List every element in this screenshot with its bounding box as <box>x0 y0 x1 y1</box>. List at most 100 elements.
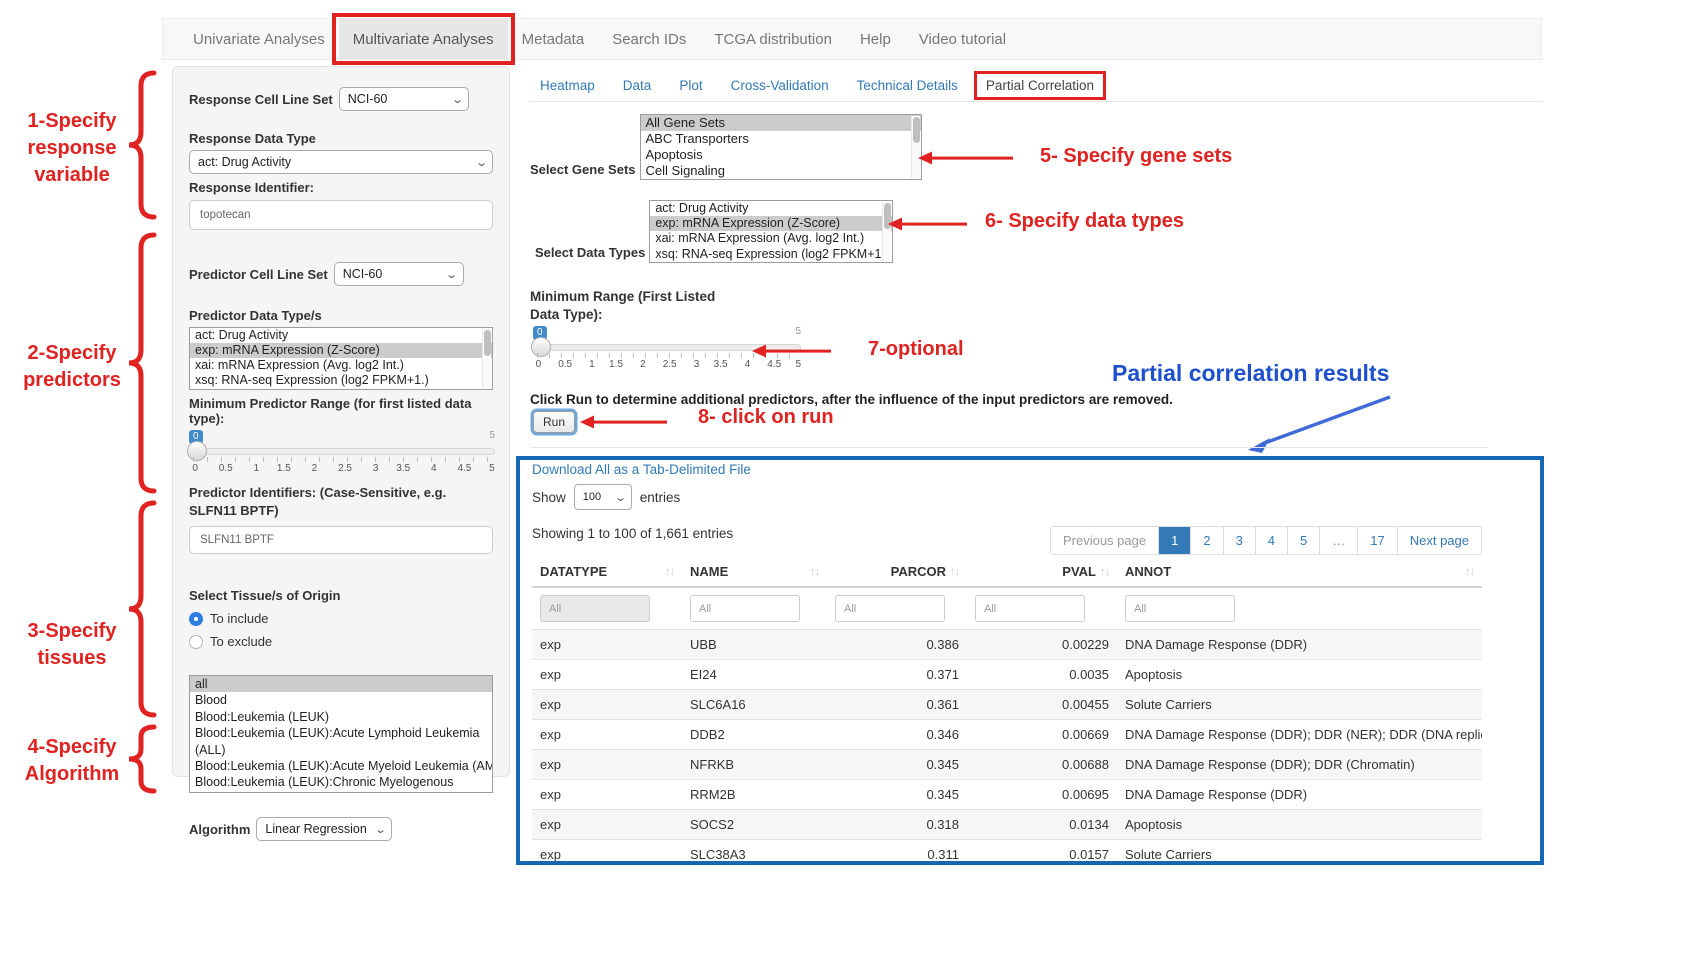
cell-name: SLC6A16 <box>682 689 827 720</box>
cell-parcor: 0.345 <box>827 749 967 780</box>
column-header-datatype[interactable]: DATATYPE ↑↓ <box>532 557 682 588</box>
listbox-option[interactable]: act: Drug Activity <box>195 328 289 342</box>
listbox-option[interactable]: Apoptosis <box>645 147 703 162</box>
response-identifier-input[interactable] <box>189 200 493 230</box>
response-cell-line-label: Response Cell Line Set <box>189 91 333 107</box>
listbox-option[interactable]: xsq: RNA-seq Expression (log2 FPKM+1.) <box>195 373 429 387</box>
filter-parcor-input[interactable] <box>835 595 945 622</box>
listbox-option[interactable]: xai: mRNA Expression (Avg. log2 Int.) <box>655 231 865 246</box>
download-tab-delimited-link[interactable]: Download All as a Tab-Delimited File <box>532 462 751 477</box>
tissue-include-radio[interactable]: To include <box>189 611 493 626</box>
tab-technical-details[interactable]: Technical Details <box>856 78 958 93</box>
show-entries-select[interactable]: 100 ⌄ <box>573 484 632 510</box>
min-range-slider: 0 5 0 0.5 1 1.5 2 2.5 3 3.5 4 4.5 5 <box>531 326 801 372</box>
listbox-option[interactable]: xai: mRNA Expression (Avg. log2 Int.) <box>195 358 404 372</box>
algorithm-value: Linear Regression <box>265 822 367 836</box>
listbox-option[interactable]: Blood:Leukemia (LEUK):Acute Lymphoid Leu… <box>195 726 480 757</box>
cell-annot: DNA Damage Response (DDR); DDR (NER); DD… <box>1117 719 1482 750</box>
data-types-listbox: act: Drug Activity exp: mRNA Expression … <box>649 200 894 263</box>
filter-annot-input[interactable] <box>1125 595 1235 622</box>
sort-icon: ↑↓ <box>1100 565 1110 578</box>
listbox-option-selected[interactable]: All Gene Sets <box>640 115 921 131</box>
column-header-pval[interactable]: PVAL ↑↓ <box>967 557 1117 588</box>
nav-search-ids[interactable]: Search IDs <box>612 30 687 48</box>
page-button-5[interactable]: 5 <box>1287 527 1319 554</box>
predictor-cell-line-select[interactable]: NCI-60 ⌄ <box>333 262 464 286</box>
listbox-scrollbar[interactable] <box>482 329 491 388</box>
listbox-option[interactable]: Blood <box>195 693 227 708</box>
page-button-2[interactable]: 2 <box>1190 527 1222 554</box>
page-button-4[interactable]: 4 <box>1254 527 1287 554</box>
listbox-scrollbar[interactable] <box>882 202 892 261</box>
previous-page-button[interactable]: Previous page <box>1062 533 1147 548</box>
cell-name: SLC38A3 <box>682 839 827 869</box>
annotation-step7: 7-optional <box>868 338 964 360</box>
sort-icon: ↑↓ <box>810 565 820 578</box>
sort-icon: ↑↓ <box>665 565 675 578</box>
cell-annot: DNA Damage Response (DDR) <box>1117 779 1482 810</box>
column-header-parcor[interactable]: PARCOR ↑↓ <box>827 557 967 588</box>
listbox-option-selected[interactable]: exp: mRNA Expression (Z-Score) <box>650 216 893 232</box>
section-divider <box>530 447 1488 448</box>
predictor-identifiers-input[interactable] <box>189 526 493 554</box>
listbox-option[interactable]: Cell Signaling <box>645 163 726 178</box>
listbox-option[interactable]: Blood:Leukemia (LEUK):Acute Myeloid Leuk… <box>195 759 493 774</box>
slider-max-label: 5 <box>489 430 495 441</box>
min-predictor-range-label: Minimum Predictor Range (for first liste… <box>189 396 472 426</box>
tab-heatmap[interactable]: Heatmap <box>540 78 595 93</box>
tab-partial-correlation[interactable]: Partial Correlation <box>973 71 1106 100</box>
cell-datatype: exp <box>532 719 682 750</box>
tab-data[interactable]: Data <box>622 78 652 93</box>
table-row: exp SLC6A16 0.361 0.00455 Solute Carrier… <box>532 689 1482 720</box>
column-header-annot[interactable]: ANNOT ↑↓ <box>1117 557 1482 588</box>
nav-help[interactable]: Help <box>859 30 891 48</box>
cell-pval: 0.00695 <box>967 779 1117 810</box>
response-data-type-select[interactable]: act: Drug Activity ⌄ <box>189 150 493 174</box>
algorithm-select[interactable]: Linear Regression ⌄ <box>256 817 393 841</box>
listbox-option-selected[interactable]: exp: mRNA Expression (Z-Score) <box>190 343 492 358</box>
tissue-exclude-radio[interactable]: To exclude <box>189 634 493 649</box>
table-row: exp NFRKB 0.345 0.00688 DNA Damage Respo… <box>532 749 1482 780</box>
listbox-option[interactable]: ABC Transporters <box>645 131 749 146</box>
nav-metadata[interactable]: Metadata <box>521 30 585 48</box>
page-button-17[interactable]: 17 <box>1357 527 1396 554</box>
radio-selected-icon <box>189 611 203 626</box>
filter-datatype-input[interactable] <box>540 595 650 622</box>
cell-datatype: exp <box>532 689 682 720</box>
nav-multivariate-analyses[interactable]: Multivariate Analyses <box>331 13 515 65</box>
results-panel: Download All as a Tab-Delimited File Sho… <box>532 462 1482 869</box>
chevron-down-icon: ⌄ <box>374 823 388 836</box>
page-button-3[interactable]: 3 <box>1222 527 1255 554</box>
nav-tcga-distribution[interactable]: TCGA distribution <box>714 30 832 48</box>
filter-name-input[interactable] <box>690 595 800 622</box>
cell-pval: 0.0134 <box>967 809 1117 840</box>
listbox-option[interactable]: xsq: RNA-seq Expression (log2 FPKM+1.) <box>655 246 890 261</box>
listbox-option[interactable]: Blood:Leukemia (LEUK) <box>195 709 330 724</box>
response-cell-line-select[interactable]: NCI-60 ⌄ <box>338 87 469 111</box>
cell-name: SOCS2 <box>682 809 827 840</box>
cell-pval: 0.00688 <box>967 749 1117 780</box>
column-header-name[interactable]: NAME ↑↓ <box>682 557 827 588</box>
cell-datatype: exp <box>532 839 682 869</box>
listbox-scrollbar[interactable] <box>910 116 920 178</box>
chevron-down-icon: ⌄ <box>474 156 488 169</box>
slider-track[interactable] <box>189 448 495 455</box>
table-row: exp UBB 0.386 0.00229 DNA Damage Respons… <box>532 629 1482 660</box>
listbox-option[interactable]: act: Drug Activity <box>655 201 749 215</box>
entries-label: entries <box>639 489 681 505</box>
results-annotation-title: Partial correlation results <box>1112 360 1390 386</box>
tab-cross-validation[interactable]: Cross-Validation <box>730 78 829 93</box>
run-instruction: Click Run to determine additional predic… <box>530 392 1173 407</box>
tab-plot[interactable]: Plot <box>679 78 703 93</box>
listbox-option[interactable]: Blood:Leukemia (LEUK):Chronic Myelogenou… <box>195 775 454 792</box>
nav-univariate-analyses[interactable]: Univariate Analyses <box>193 30 325 48</box>
slider-value-badge: 0 <box>189 430 203 444</box>
nav-video-tutorial[interactable]: Video tutorial <box>918 30 1007 48</box>
step7-arrow-icon <box>752 344 831 358</box>
page-button-1[interactable]: 1 <box>1158 527 1191 554</box>
next-page-button[interactable]: Next page <box>1396 527 1481 554</box>
pagination: Previous page 1 2 3 4 5 … 17 Next page <box>1049 526 1482 555</box>
listbox-option-selected[interactable]: all <box>190 676 492 693</box>
run-button[interactable]: Run <box>533 411 576 433</box>
filter-pval-input[interactable] <box>975 595 1085 622</box>
